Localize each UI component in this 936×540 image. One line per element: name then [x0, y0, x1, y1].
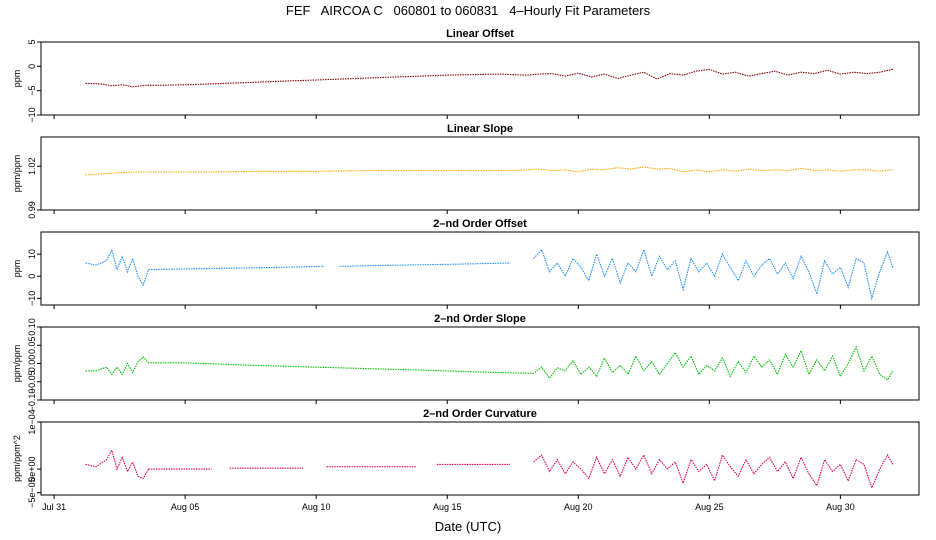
x-axis-label: Date (UTC): [435, 519, 501, 534]
y-tick-label: 0.10: [27, 318, 37, 336]
series-line: [533, 453, 894, 490]
y-tick-label: −5e−05: [27, 477, 37, 508]
y-axis-label: ppm: [12, 70, 22, 88]
panel-3: 2–nd Order Offset 10 0 −10 ppm: [12, 218, 920, 309]
series-line: [533, 247, 894, 301]
y-tick-label: 1e−04: [27, 409, 37, 434]
y-tick-label: 10: [27, 249, 37, 259]
panel-frame: [40, 41, 920, 116]
x-tick-label: Jul 31: [42, 502, 66, 512]
panel-4: 2–nd Order Slope 0.100.050.00−0.05−0.10 pp…: [12, 313, 920, 412]
x-tick-label: Aug 15: [433, 502, 462, 512]
y-tick-label: −10: [27, 291, 37, 306]
y-axis-label: ppm/ppm: [12, 155, 22, 193]
x-tick-label: Aug 05: [171, 502, 200, 512]
panel-frame: [40, 421, 920, 496]
y-tick-label: 0: [27, 274, 37, 279]
y-tick-label: −0.10: [27, 389, 37, 412]
y-tick-label: 0: [27, 64, 37, 69]
panels: Linear Offset 5 0 −5 −10 ppm Linear Slope 0.99 1…: [12, 28, 920, 508]
main-title: FEF AIRCOA C 060801 to 060831 4–Hourly F…: [286, 3, 651, 18]
y-tick-label: −0.05: [27, 370, 37, 393]
panel-5: 2–nd Order Curvature 1e−04 0e+00−5e−05 ppm/…: [12, 408, 920, 508]
panel-1: Linear Offset 5 0 −5 −10 ppm: [12, 28, 920, 123]
series-line: [85, 166, 893, 176]
panel-title: Linear Slope: [447, 123, 513, 135]
x-axis: Jul 31 Aug 05 Aug 10 Aug 15 Aug 20 Aug 25 Aug …: [42, 502, 855, 512]
series-line: [148, 265, 325, 271]
y-tick-label: 5: [27, 39, 37, 44]
series-line: [85, 345, 894, 381]
y-tick-label: −10: [27, 107, 37, 122]
y-tick-label: 1.02: [27, 157, 37, 175]
series-line: [85, 68, 893, 88]
panel-frame: [40, 136, 920, 211]
y-axis-label: ppm/ppm: [12, 345, 22, 383]
panel-2: Linear Slope 0.99 1.02 ppm/ppm: [12, 123, 920, 219]
y-tick-label: 0e+00: [27, 456, 37, 481]
panel-title: 2–nd Order Curvature: [423, 408, 537, 420]
y-tick-label: −5: [27, 86, 37, 96]
panel-frame: [40, 326, 920, 401]
y-tick-label: 0.00: [27, 355, 37, 373]
y-axis-label: ppm/ppm^2: [12, 435, 22, 482]
panel-frame: [40, 231, 920, 306]
panel-title: Linear Offset: [446, 28, 514, 40]
y-tick-label: 0.05: [27, 336, 37, 354]
x-tick-label: Aug 20: [564, 502, 593, 512]
series-line: [339, 262, 511, 267]
series-line: [85, 248, 150, 287]
panel-title: 2–nd Order Offset: [433, 218, 527, 230]
x-tick-label: Aug 30: [826, 502, 855, 512]
series-line: [85, 448, 149, 480]
y-tick-label: 0.99: [27, 201, 37, 219]
x-tick-label: Aug 25: [695, 502, 724, 512]
x-tick-label: Aug 10: [302, 502, 331, 512]
y-axis-label: ppm: [12, 260, 22, 278]
panel-title: 2–nd Order Slope: [434, 313, 526, 325]
